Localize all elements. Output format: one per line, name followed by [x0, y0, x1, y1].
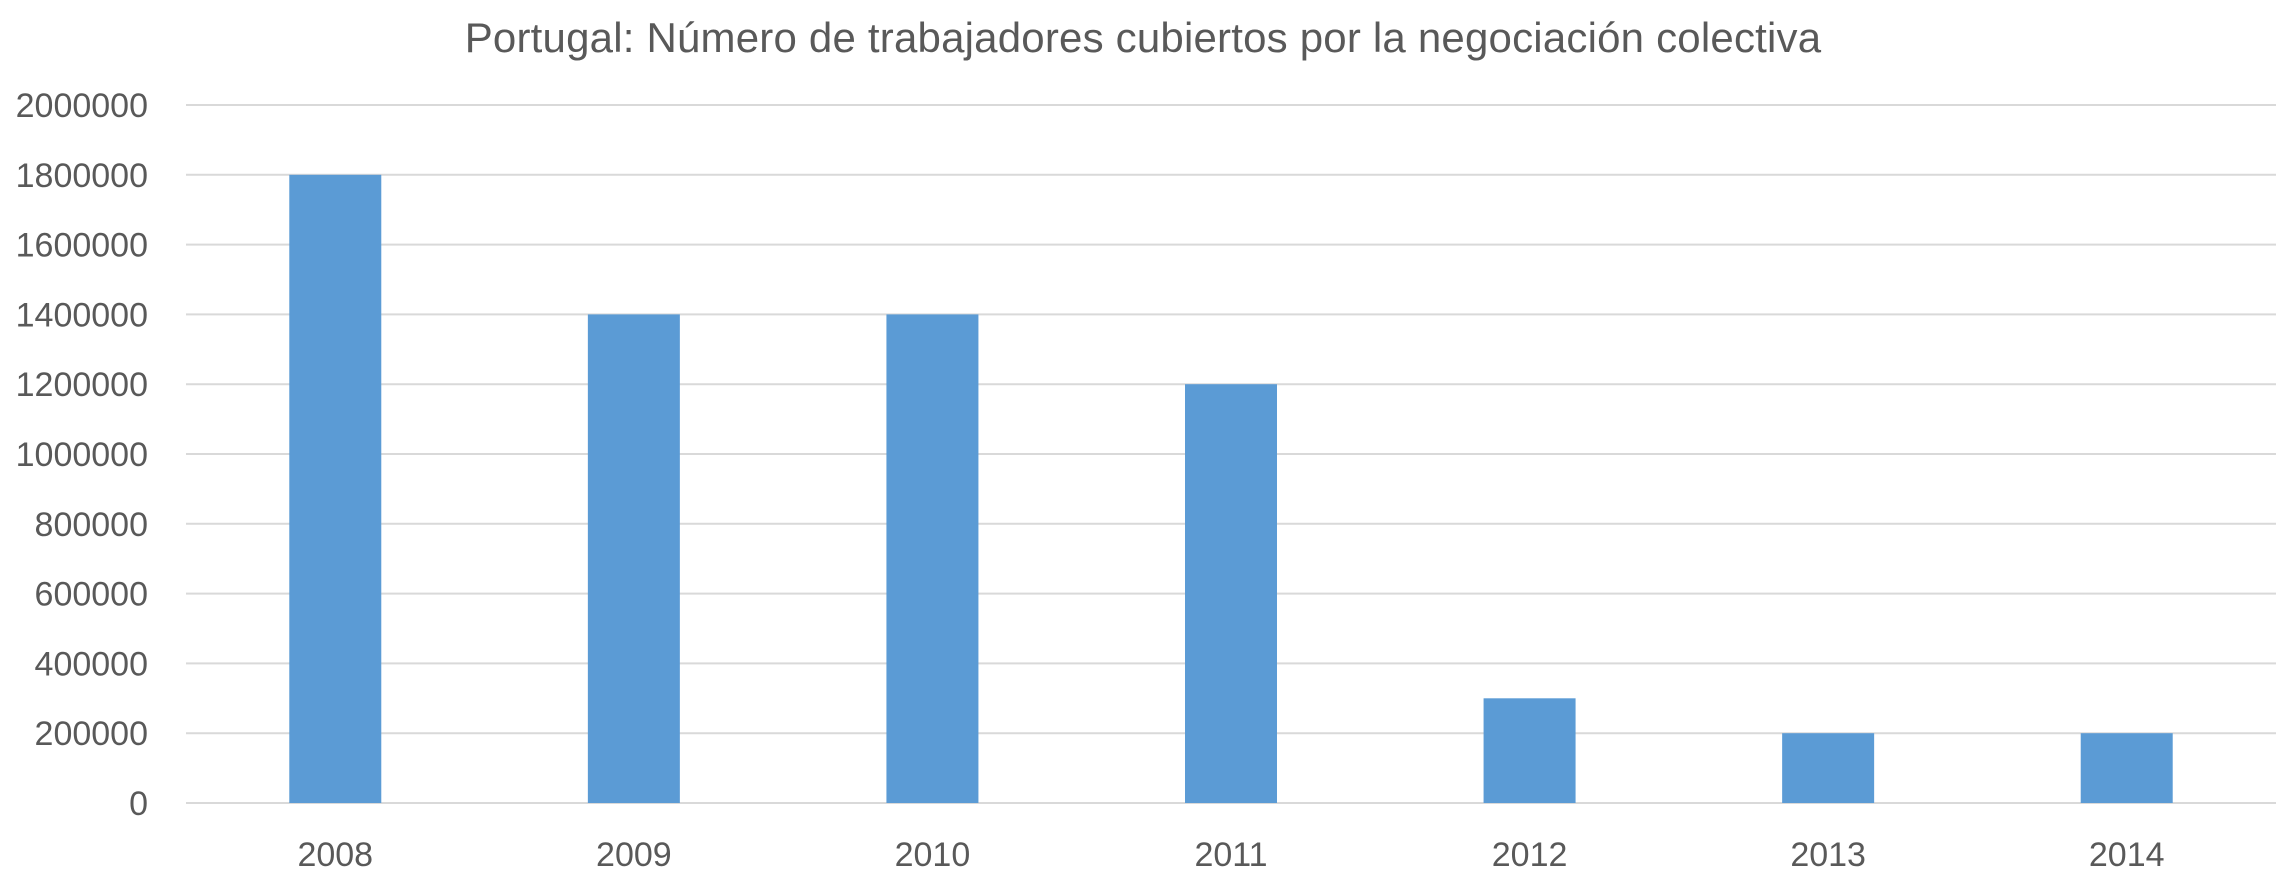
y-tick-label: 1600000 — [16, 227, 148, 265]
y-axis-tick-labels: 0 200000 400000 600000 800000 1000000 1200000 1… — [16, 87, 148, 823]
y-tick-label: 1000000 — [16, 436, 148, 474]
bars — [289, 174, 2173, 804]
y-tick-label: 200000 — [35, 715, 148, 753]
y-tick-label: 1200000 — [16, 366, 148, 404]
x-tick-label: 2012 — [1492, 836, 1568, 874]
y-tick-label: 1800000 — [16, 157, 148, 195]
y-tick-label: 2000000 — [16, 87, 148, 125]
bar-2012 — [1483, 698, 1576, 803]
y-tick-label: 600000 — [35, 576, 148, 614]
y-tick-label: 0 — [129, 785, 148, 823]
x-tick-label: 2010 — [895, 836, 971, 874]
chart-title: Portugal: Número de trabajadores cubiert… — [464, 14, 1822, 61]
x-axis-tick-labels: 2008 2009 2010 2011 2012 2013 2014 — [297, 836, 2164, 874]
x-tick-label: 2011 — [1194, 836, 1267, 874]
bar-2008 — [289, 174, 382, 804]
x-tick-label: 2009 — [596, 836, 672, 874]
bar-2013 — [1782, 733, 1875, 803]
bar-2009 — [587, 314, 680, 803]
y-tick-label: 1400000 — [16, 296, 148, 334]
x-tick-label: 2014 — [2089, 836, 2165, 874]
x-tick-label: 2013 — [1790, 836, 1866, 874]
y-tick-label: 400000 — [35, 645, 148, 683]
bar-2011 — [1185, 384, 1277, 803]
bar-2014 — [2080, 733, 2173, 803]
y-tick-label: 800000 — [35, 506, 148, 544]
bar-2010 — [886, 314, 979, 803]
x-tick-label: 2008 — [297, 836, 373, 874]
